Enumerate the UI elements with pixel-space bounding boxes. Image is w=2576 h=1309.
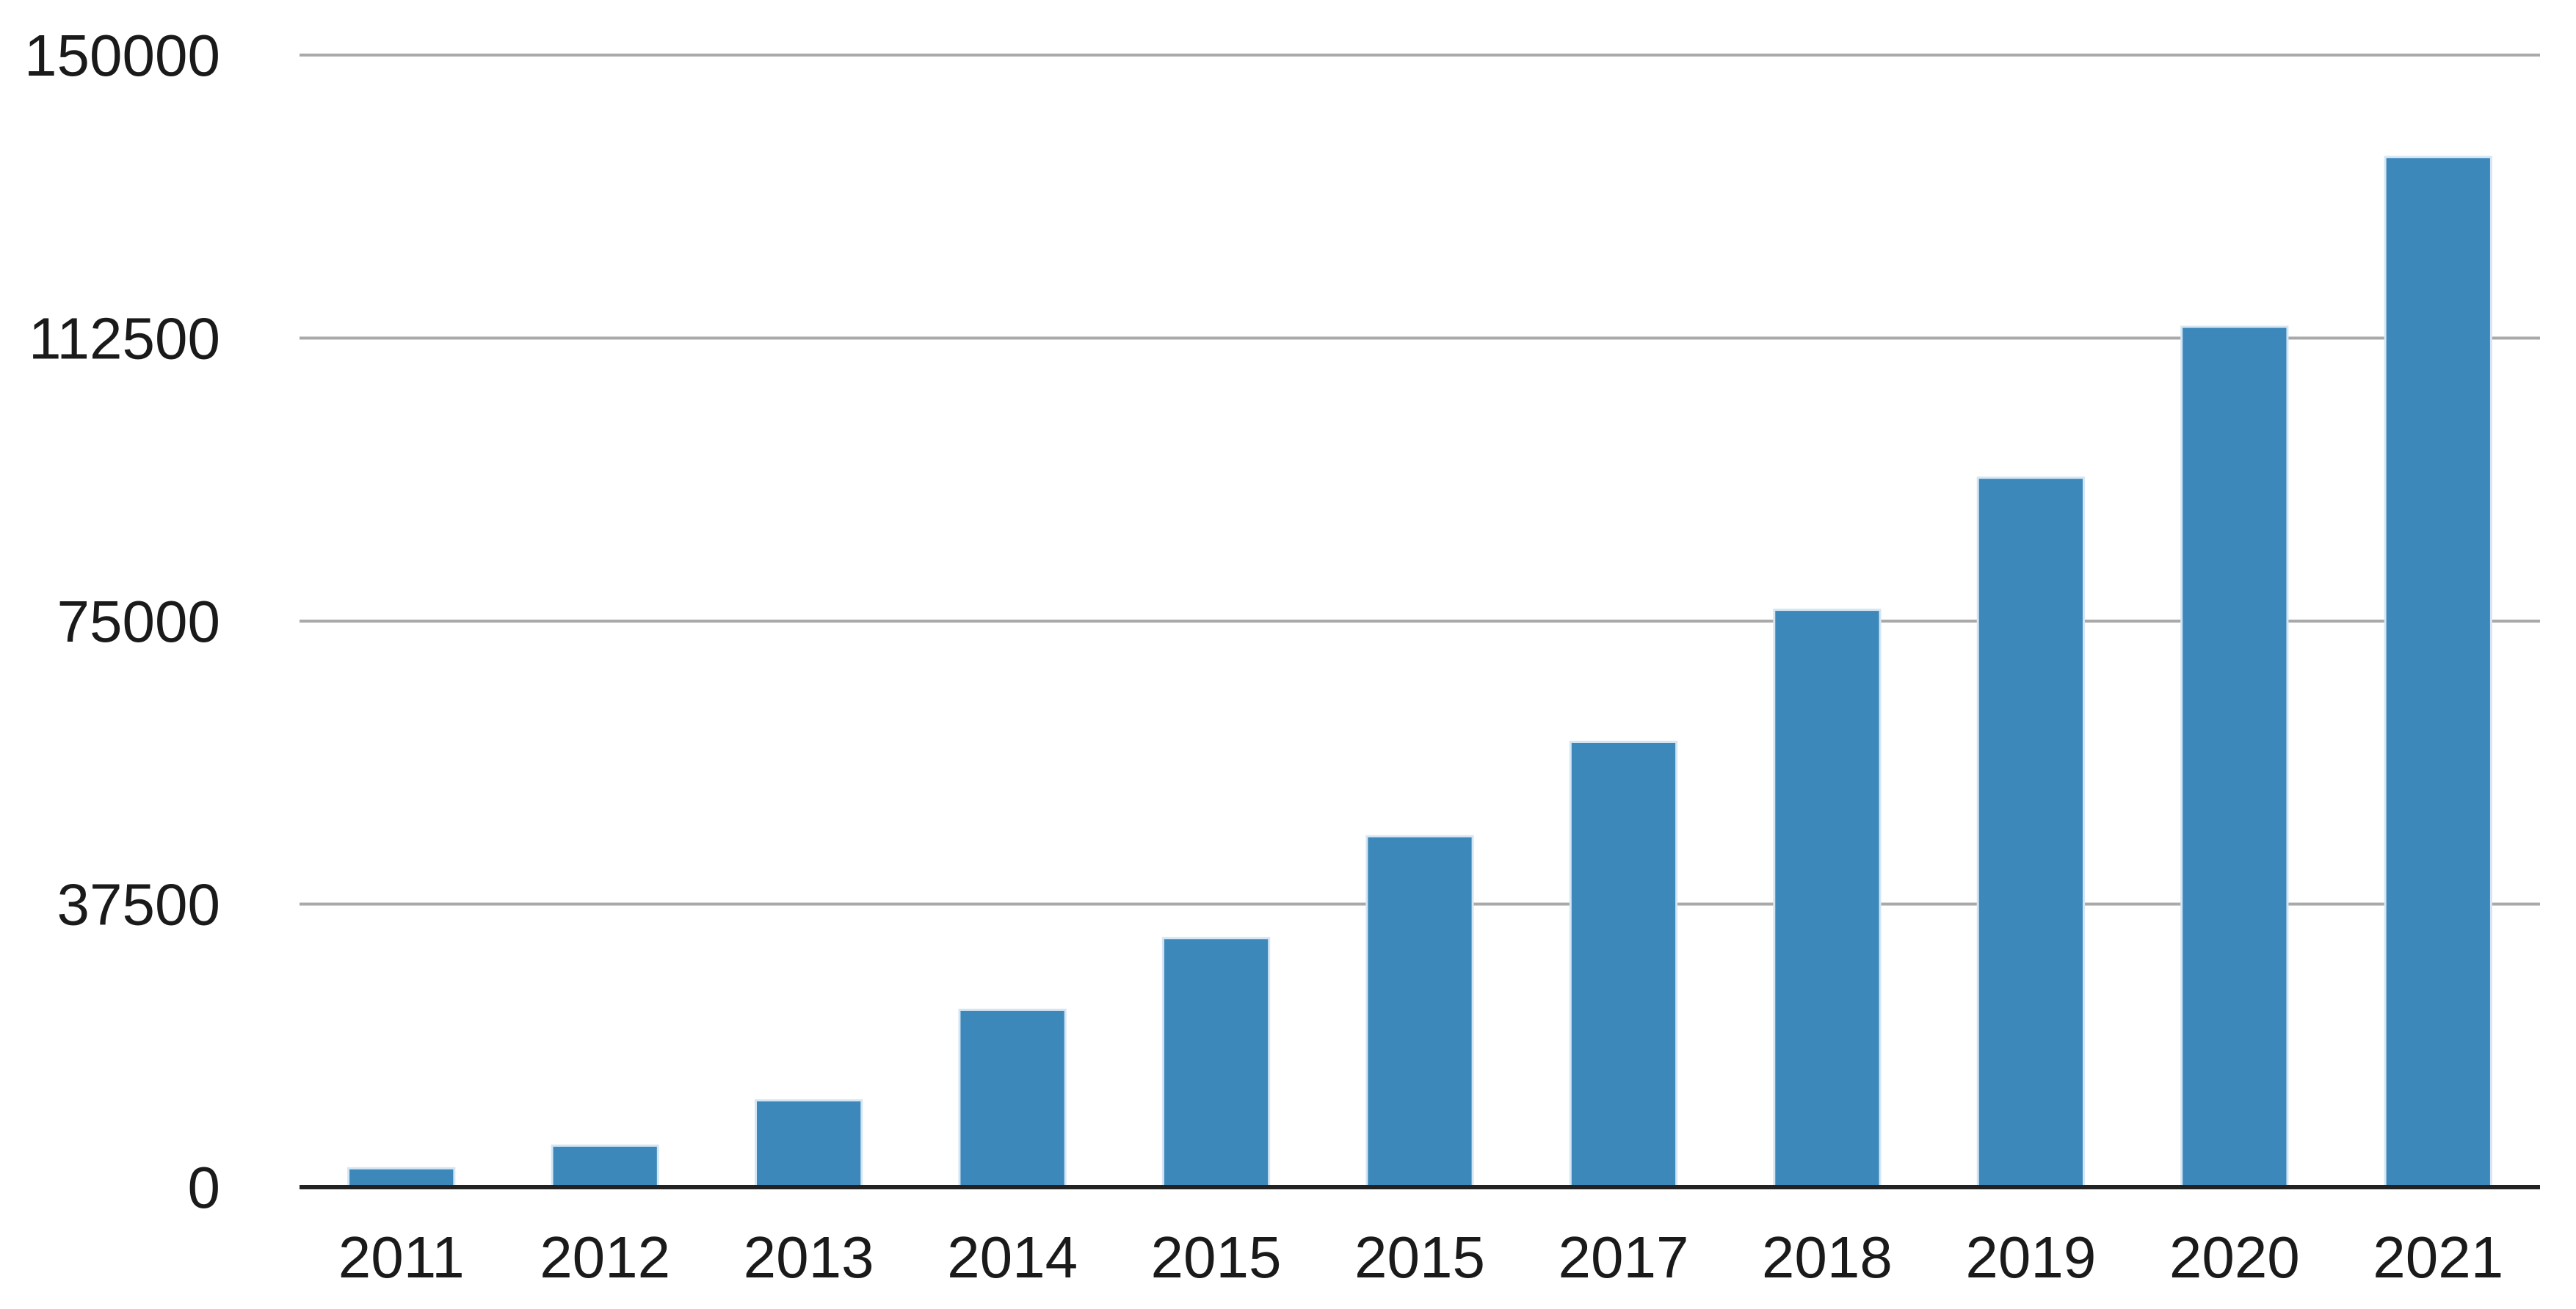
y-axis-tick-labels: 0 37500 75000 112500 150000 [24,23,220,1220]
bar-2017 [1569,740,1678,1189]
y-tick-label: 0 [188,1155,221,1220]
bar-2019 [1976,476,2086,1189]
bar-2013 [754,1099,863,1189]
x-tick-label: 2020 [2169,1225,2300,1290]
bar-2012 [551,1144,659,1189]
x-tick-label: 2015 [1354,1225,1485,1290]
bar-2020 [2180,325,2289,1189]
bar-2014 [958,1008,1067,1189]
bar-2021 [2384,156,2492,1189]
x-tick-label: 2013 [744,1225,874,1290]
y-tick-label: 37500 [57,872,220,938]
x-tick-label: 2018 [1762,1225,1893,1290]
x-axis-tick-labels: 2011 2012 2013 2014 2015 2015 2017 2018 2019 2020… [338,1225,2504,1290]
y-tick-label: 75000 [57,589,220,654]
x-tick-label: 2014 [947,1225,1078,1290]
x-tick-label: 2015 [1151,1225,1282,1290]
y-tick-label: 112500 [29,306,220,371]
bars [347,156,2492,1189]
bar-2011 [347,1167,456,1189]
y-tick-label: 150000 [24,23,220,88]
x-tick-label: 2017 [1558,1225,1688,1290]
bar-2018 [1773,609,1882,1189]
x-tick-label: 2012 [540,1225,670,1290]
x-tick-label: 2019 [1965,1225,2096,1290]
bar-2015 [1161,937,1271,1189]
x-tick-label: 2021 [2373,1225,2503,1290]
bar-2015 [1365,835,1474,1189]
x-tick-label: 2011 [338,1225,465,1290]
